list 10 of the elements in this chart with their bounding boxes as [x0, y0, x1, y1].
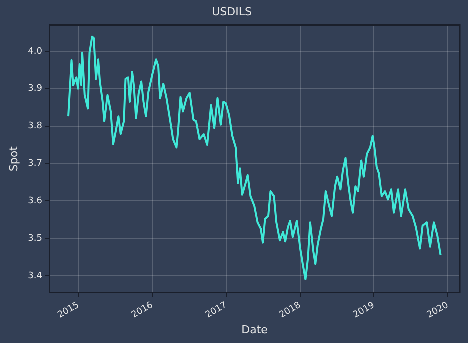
y-tick-label: 3.6 [28, 196, 43, 207]
y-tick-label: 3.7 [28, 159, 43, 170]
chart-title: USDILS [212, 5, 252, 18]
x-axis-title: Date [242, 323, 268, 336]
y-tick-label: 3.5 [28, 234, 43, 244]
y-tick-label: 3.9 [28, 84, 43, 94]
y-tick-label: 4.0 [28, 46, 43, 57]
y-axis-title: Spot [7, 146, 20, 172]
y-tick-label: 3.8 [28, 122, 43, 132]
y-tick-label: 3.4 [28, 271, 43, 282]
